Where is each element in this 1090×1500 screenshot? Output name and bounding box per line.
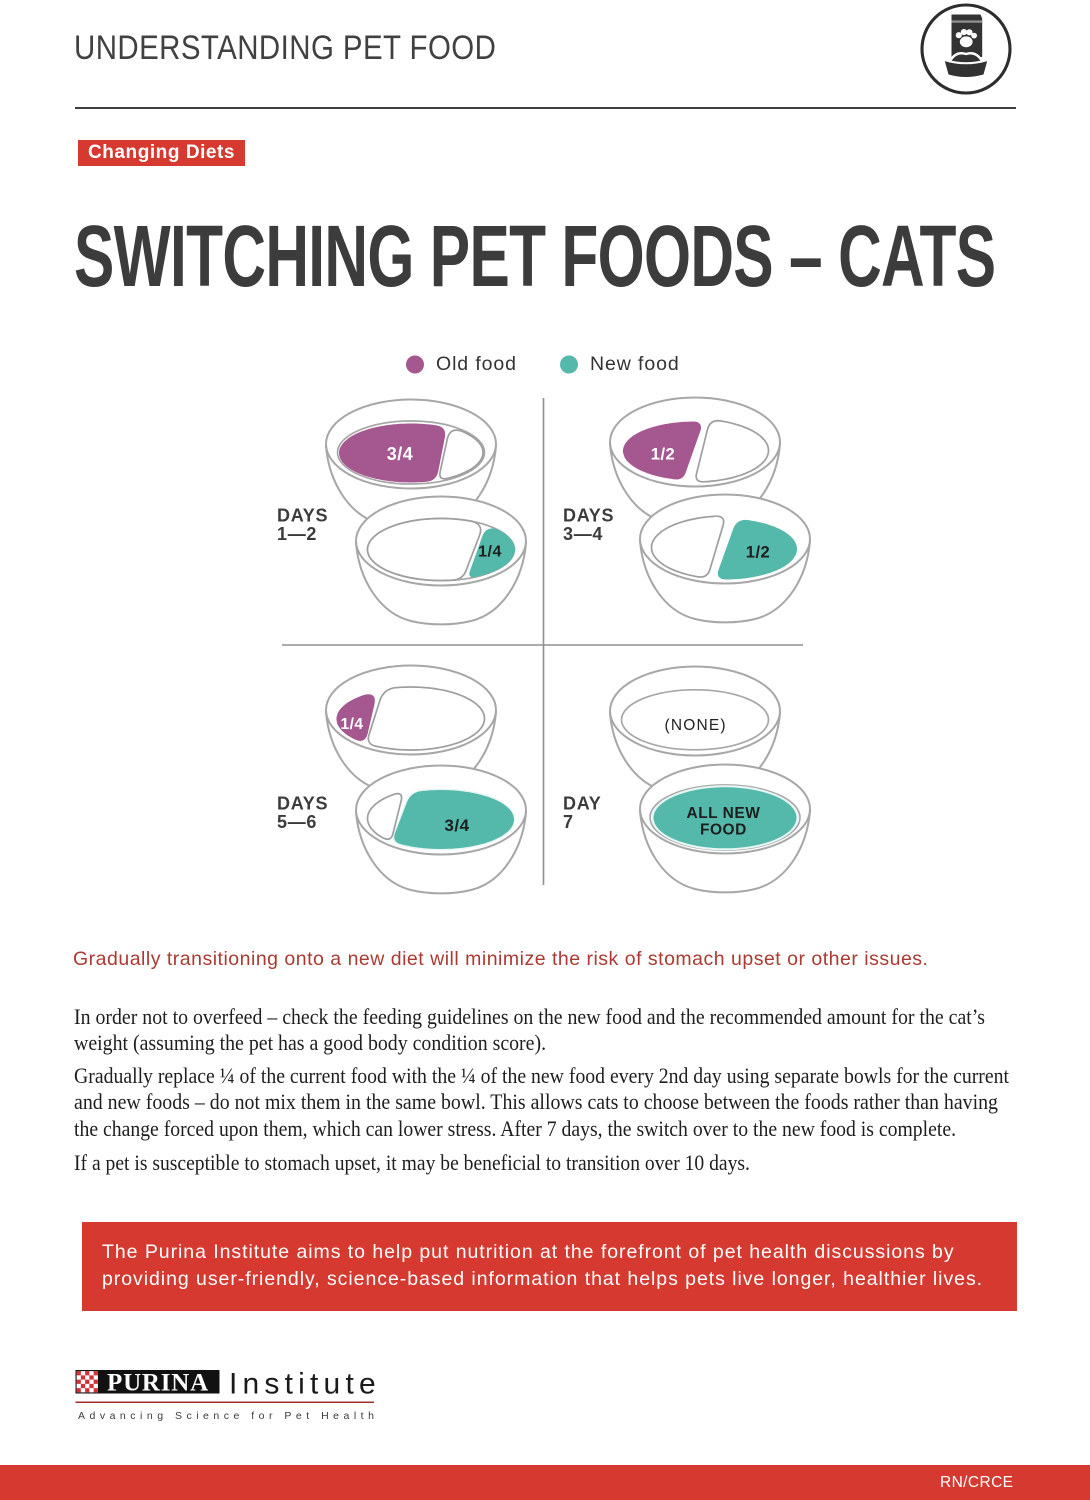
svg-text:1—2: 1—2: [277, 524, 317, 544]
svg-text:1/2: 1/2: [651, 446, 675, 464]
svg-text:DAY: DAY: [563, 794, 601, 814]
svg-text:FOOD: FOOD: [700, 822, 747, 839]
svg-text:1/2: 1/2: [746, 544, 770, 562]
svg-text:DAYS: DAYS: [277, 794, 328, 814]
svg-text:PURINA: PURINA: [107, 1370, 209, 1397]
svg-text:1/4: 1/4: [340, 716, 363, 733]
svg-text:New food: New food: [590, 353, 680, 375]
svg-text:Institute: Institute: [229, 1368, 381, 1401]
svg-text:DAYS: DAYS: [277, 506, 328, 526]
svg-text:5—6: 5—6: [277, 812, 317, 832]
svg-text:(NONE): (NONE): [664, 717, 726, 734]
svg-text:Old food: Old food: [436, 353, 517, 375]
svg-text:1/4: 1/4: [478, 544, 502, 561]
svg-text:3/4: 3/4: [444, 816, 469, 835]
svg-text:ALL NEW: ALL NEW: [686, 805, 760, 822]
svg-text:3/4: 3/4: [387, 444, 414, 464]
svg-text:DAYS: DAYS: [563, 506, 614, 526]
svg-text:7: 7: [563, 812, 574, 832]
svg-text:Advancing Science for Pet Heal: Advancing Science for Pet Health: [78, 1410, 378, 1422]
svg-text:3—4: 3—4: [563, 524, 603, 544]
